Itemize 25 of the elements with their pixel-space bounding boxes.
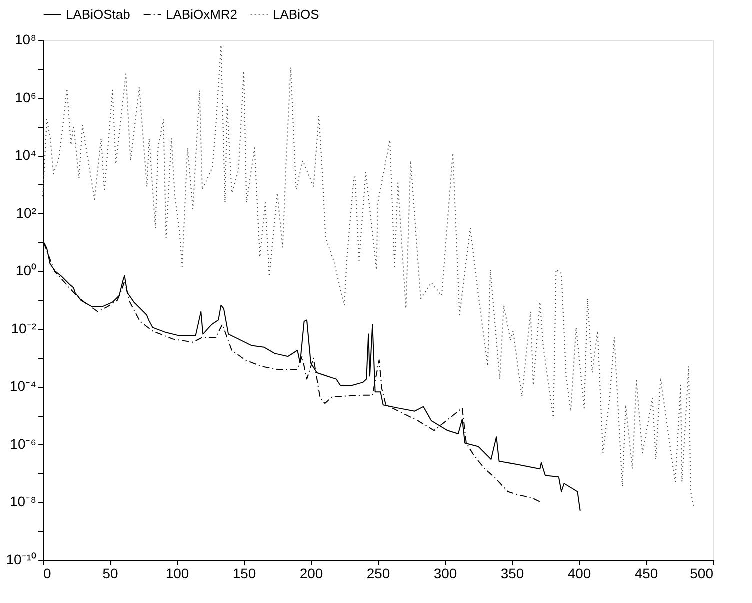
x-tick-label: 400 — [568, 566, 592, 582]
x-tick-label: 50 — [102, 566, 118, 582]
y-tick-label: 10² — [16, 204, 37, 221]
x-tick-label: 250 — [366, 566, 390, 582]
legend-label: LABiOxMR2 — [166, 6, 238, 22]
x-tick-label: 500 — [690, 566, 714, 582]
y-tick-label: 10⁰ — [16, 262, 36, 279]
y-tick-label: 10⁶ — [15, 89, 36, 106]
x-tick-label: 100 — [166, 566, 190, 582]
x-tick-label: 300 — [434, 566, 458, 582]
y-tick-label: 10⁻⁸ — [10, 494, 37, 510]
legend-label: LABiOS — [273, 6, 320, 22]
y-tick-label: 10⁻¹⁰ — [6, 552, 36, 568]
y-tick-label: 10⁸ — [15, 32, 37, 48]
line-series — [42, 44, 695, 508]
x-tick-label: 350 — [500, 566, 524, 582]
x-tick-label: 200 — [300, 566, 324, 582]
y-tick-label: 10⁻⁶ — [10, 436, 36, 452]
legend-label: LABiOStab — [66, 6, 130, 22]
x-tick-label: 450 — [634, 566, 658, 582]
y-tick-label: 10⁻² — [11, 320, 37, 336]
y-tick-label: 10⁴ — [14, 147, 36, 164]
x-tick-label: 150 — [232, 566, 256, 582]
y-tick-label: 10⁻⁴ — [10, 378, 36, 394]
x-tick-label: 0 — [44, 566, 52, 582]
